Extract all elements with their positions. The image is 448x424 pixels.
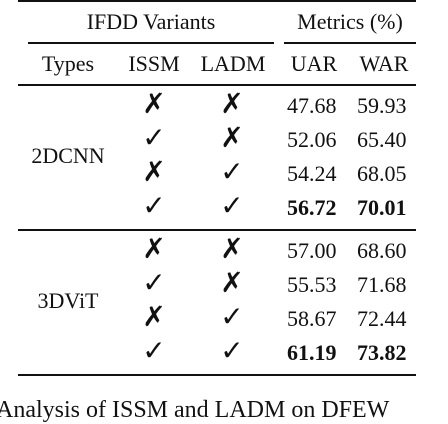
group-type-label: 2DCNN — [31, 143, 105, 168]
issm-cross-mark: ✗ — [142, 87, 166, 120]
war-value: 72.44 — [357, 306, 407, 331]
war-value-best: 70.01 — [357, 195, 407, 220]
war-value: 68.60 — [357, 238, 407, 263]
col-header-war: WAR — [359, 51, 409, 76]
war-value: 71.68 — [357, 272, 407, 297]
group-separator-rule — [18, 229, 416, 231]
col-header-ladm: LADM — [200, 51, 266, 76]
ladm-check-mark: ✓ — [220, 334, 244, 367]
header-ifdd-variants: IFDD Variants — [86, 9, 216, 34]
issm-check-mark: ✓ — [142, 266, 166, 299]
ladm-check-mark: ✓ — [220, 189, 244, 222]
header-bottom-rule — [18, 84, 416, 86]
uar-value-best: 61.19 — [287, 340, 337, 365]
col-header-types: Types — [41, 51, 95, 76]
ladm-cross-mark: ✗ — [220, 266, 244, 299]
issm-cross-mark: ✗ — [142, 300, 166, 333]
ladm-cross-mark: ✗ — [220, 232, 244, 265]
issm-check-mark: ✓ — [142, 189, 166, 222]
metrics-cmidrule — [284, 42, 416, 44]
uar-value: 58.67 — [287, 306, 337, 331]
table-bottom-rule — [18, 374, 416, 376]
group-type-label: 3DViT — [37, 288, 99, 313]
uar-value: 55.53 — [287, 272, 337, 297]
war-value: 65.40 — [357, 127, 407, 152]
ladm-check-mark: ✓ — [220, 300, 244, 333]
issm-check-mark: ✓ — [142, 121, 166, 154]
issm-cross-mark: ✗ — [142, 155, 166, 188]
uar-value: 54.24 — [287, 161, 337, 186]
ladm-cross-mark: ✗ — [220, 121, 244, 154]
table-caption: Analysis of ISSM and LADM on DFEW — [0, 397, 390, 423]
variants-cmidrule — [28, 42, 274, 44]
ladm-cross-mark: ✗ — [220, 87, 244, 120]
issm-cross-mark: ✗ — [142, 232, 166, 265]
col-header-uar: UAR — [290, 51, 338, 76]
col-header-issm: ISSM — [128, 51, 180, 76]
table-top-rule — [18, 0, 416, 2]
header-metrics: Metrics (%) — [297, 9, 403, 34]
uar-value-best: 56.72 — [287, 195, 337, 220]
uar-value: 52.06 — [287, 127, 337, 152]
war-value-best: 73.82 — [357, 340, 407, 365]
war-value: 68.05 — [357, 161, 407, 186]
uar-value: 57.00 — [287, 238, 337, 263]
uar-value: 47.68 — [287, 93, 337, 118]
ladm-check-mark: ✓ — [220, 155, 244, 188]
war-value: 59.93 — [357, 93, 407, 118]
issm-check-mark: ✓ — [142, 334, 166, 367]
